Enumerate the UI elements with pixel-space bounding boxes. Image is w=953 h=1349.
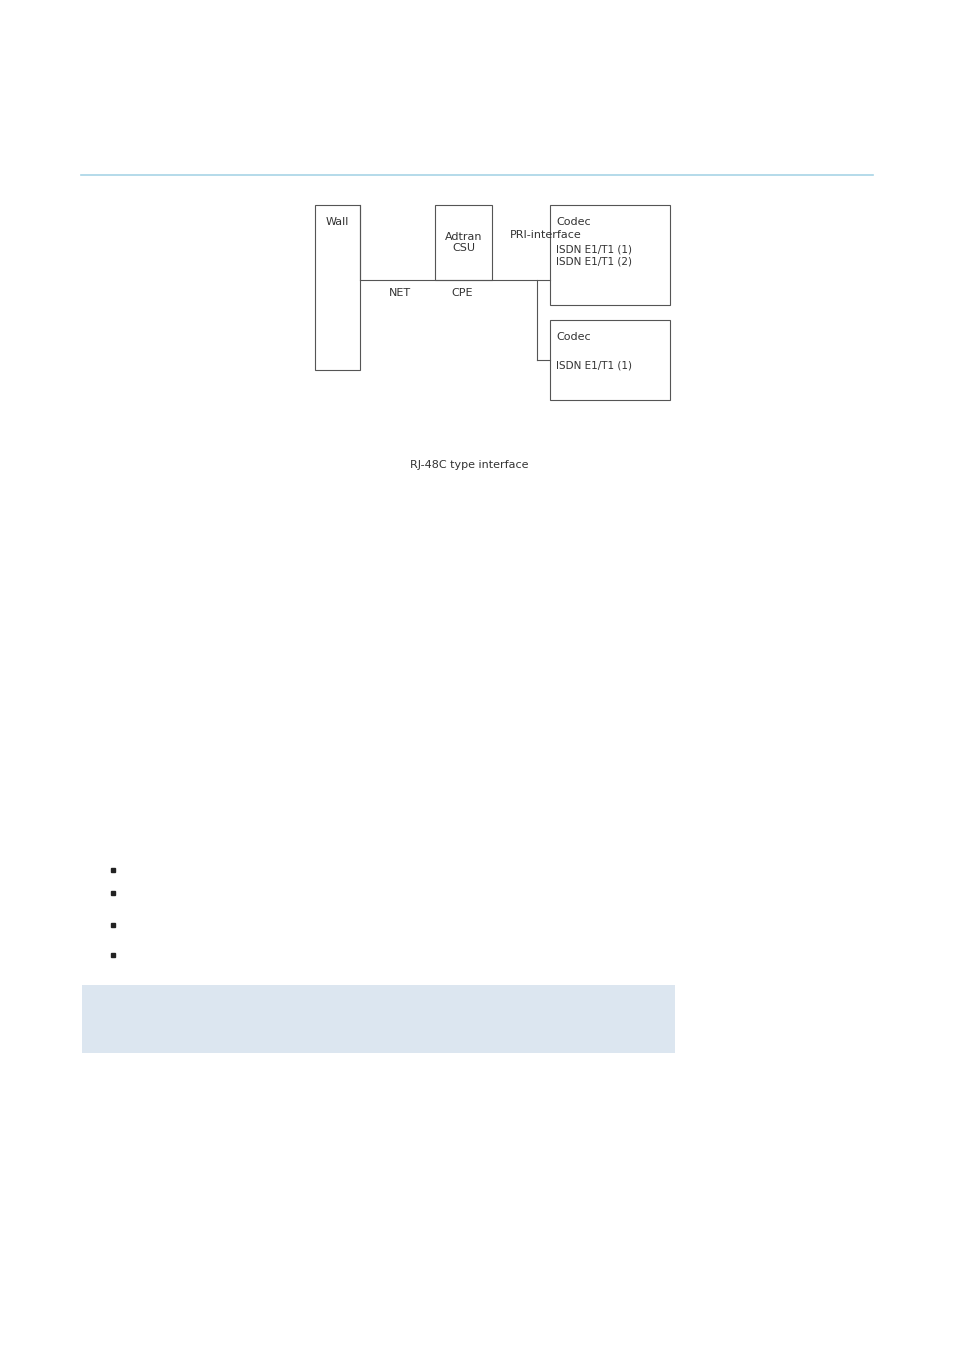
Text: NET: NET <box>389 287 411 298</box>
Bar <box>314 205 359 370</box>
Bar <box>550 320 669 401</box>
Text: PRI-interface: PRI-interface <box>510 229 581 240</box>
Text: ISDN E1/T1 (1)
ISDN E1/T1 (2): ISDN E1/T1 (1) ISDN E1/T1 (2) <box>556 246 631 267</box>
Text: Codec: Codec <box>556 217 590 227</box>
Bar <box>435 205 492 281</box>
Text: ISDN E1/T1 (1): ISDN E1/T1 (1) <box>556 360 631 370</box>
Text: CPE: CPE <box>451 287 473 298</box>
Text: RJ-48C type interface: RJ-48C type interface <box>410 460 528 469</box>
Text: Adtran
CSU: Adtran CSU <box>444 232 482 254</box>
Text: Wall: Wall <box>326 217 349 227</box>
Text: Codec: Codec <box>556 332 590 343</box>
Bar <box>550 205 669 305</box>
Bar <box>82 985 675 1054</box>
